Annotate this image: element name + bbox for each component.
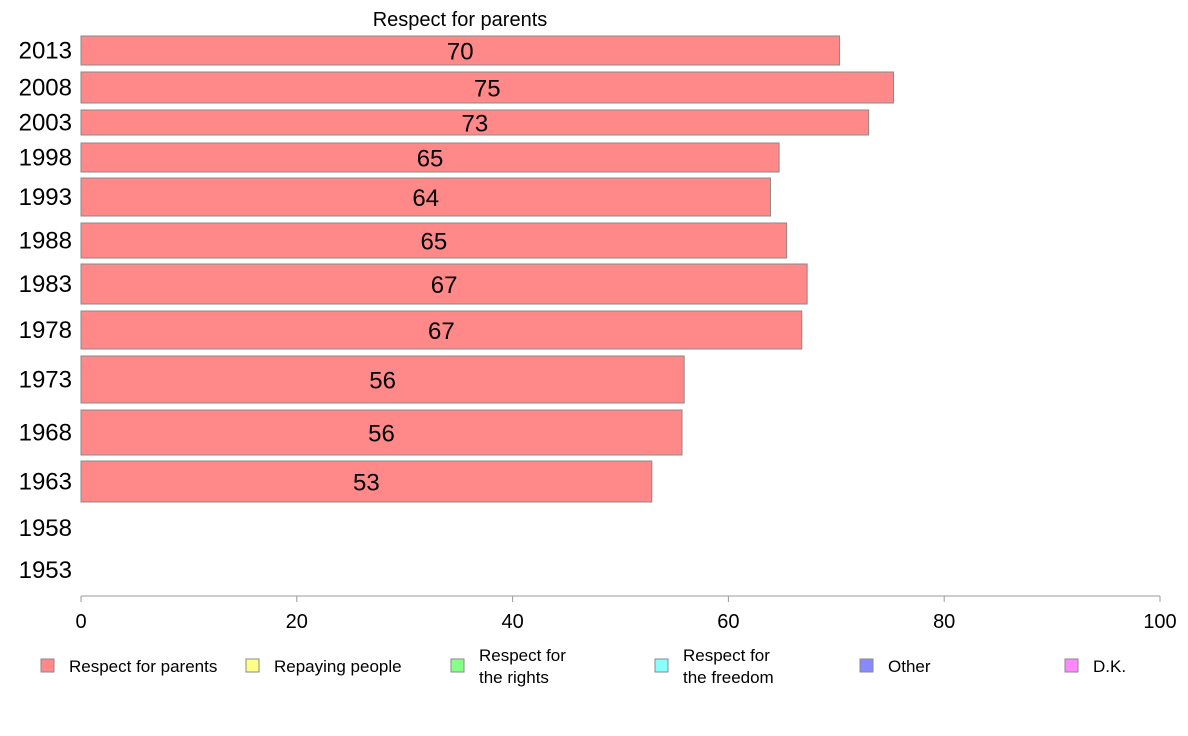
legend-label: Respect for parents xyxy=(69,657,217,676)
data-label: 53 xyxy=(353,470,380,497)
x-tick-label: 60 xyxy=(717,611,739,633)
bar xyxy=(80,355,685,404)
y-tick-label: 1983 xyxy=(19,271,72,298)
legend-label: the rights xyxy=(479,668,549,687)
legend-label: the freedom xyxy=(683,668,774,687)
bar xyxy=(80,35,841,66)
bar xyxy=(80,142,780,173)
y-tick-label: 1993 xyxy=(19,184,72,211)
data-label: 73 xyxy=(461,111,488,138)
chart-title: Respect for parents xyxy=(373,9,548,31)
x-tick-label: 40 xyxy=(501,611,523,633)
legend-swatch xyxy=(654,658,669,673)
y-axis-labels: 2013 2008 2003 1998 1993 1988 1983 1978 1973 1968… xyxy=(19,38,72,585)
y-tick-label: 2003 xyxy=(19,110,72,137)
x-tick-label: 100 xyxy=(1143,611,1176,633)
bar xyxy=(80,222,788,259)
bar xyxy=(80,409,683,456)
data-label: 67 xyxy=(428,318,455,345)
legend-label: Other xyxy=(888,657,931,676)
y-tick-label: 1953 xyxy=(19,557,72,584)
legend-label: Respect for xyxy=(479,646,566,665)
legend-swatch xyxy=(40,658,55,673)
y-tick-label: 1958 xyxy=(19,515,72,542)
y-tick-label: 1988 xyxy=(19,228,72,255)
legend-swatch xyxy=(1064,658,1079,673)
y-tick-label: 1963 xyxy=(19,469,72,496)
legend-swatch xyxy=(859,658,874,673)
data-label: 67 xyxy=(431,272,458,299)
x-tick-label: 0 xyxy=(75,611,86,633)
bar xyxy=(80,310,803,350)
legend-label: Respect for xyxy=(683,646,770,665)
legend-swatch xyxy=(245,658,260,673)
y-tick-label: 1968 xyxy=(19,420,72,447)
x-tick-label: 80 xyxy=(933,611,955,633)
y-tick-label: 2013 xyxy=(19,38,72,65)
y-tick-label: 1973 xyxy=(19,367,72,394)
y-tick-label: 2008 xyxy=(19,75,72,102)
legend-label: D.K. xyxy=(1093,657,1126,676)
data-label: 56 xyxy=(369,368,396,395)
legend: Respect for parents Repaying people Respec… xyxy=(40,646,1126,687)
x-axis: 0 20 40 60 80 100 xyxy=(75,595,1177,633)
bar xyxy=(80,263,808,305)
x-tick-label: 20 xyxy=(286,611,308,633)
data-label: 75 xyxy=(474,76,501,103)
y-tick-label: 1998 xyxy=(19,145,72,172)
bar xyxy=(80,109,870,136)
y-tick-label: 1978 xyxy=(19,317,72,344)
data-label: 64 xyxy=(412,185,439,212)
bar xyxy=(80,71,894,104)
data-label: 65 xyxy=(420,229,447,256)
data-label: 56 xyxy=(368,421,395,448)
data-label: 70 xyxy=(447,39,474,66)
bar xyxy=(80,177,771,217)
bar xyxy=(80,460,653,503)
legend-label: Repaying people xyxy=(274,657,402,676)
legend-swatch xyxy=(450,658,465,673)
data-label: 65 xyxy=(417,146,444,173)
